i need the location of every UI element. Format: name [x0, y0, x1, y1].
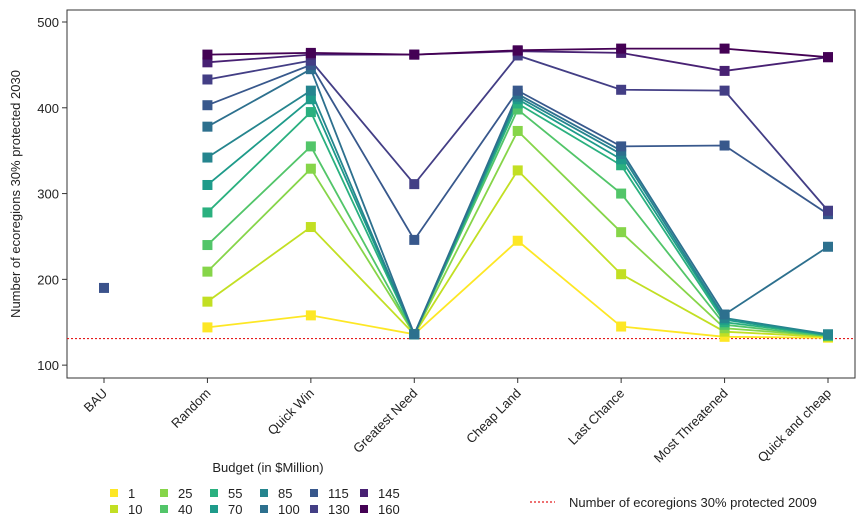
legend-label: 70: [228, 502, 242, 517]
legend-swatch: [260, 505, 268, 513]
y-tick-label: 400: [37, 101, 59, 116]
legend-swatch: [310, 505, 318, 513]
legend-swatch: [260, 489, 268, 497]
point-marker: [823, 205, 833, 216]
legend-swatch: [110, 505, 118, 513]
point-marker: [616, 227, 627, 238]
legend-label: 40: [178, 502, 192, 517]
point-marker: [719, 331, 730, 342]
legend-swatch: [310, 489, 318, 497]
point-marker: [305, 222, 316, 233]
point-marker: [202, 100, 213, 111]
point-marker: [512, 104, 523, 115]
point-marker: [512, 45, 523, 56]
legend-swatch: [160, 489, 168, 497]
y-tick-label: 100: [37, 358, 59, 373]
point-marker: [305, 94, 316, 105]
point-marker: [202, 322, 213, 333]
point-marker: [202, 207, 213, 218]
point-marker: [719, 140, 730, 151]
point-marker: [305, 85, 316, 96]
y-tick-label: 300: [37, 187, 59, 202]
series-line: [206, 102, 829, 337]
legend-ref-label: Number of ecoregions 30% protected 2009: [569, 495, 817, 510]
point-marker: [202, 240, 213, 251]
point-marker: [305, 141, 316, 152]
point-marker: [202, 179, 213, 190]
point-marker: [616, 321, 627, 332]
point-marker: [409, 329, 420, 340]
legend-swatch: [110, 489, 118, 497]
y-tick-label: 500: [37, 15, 59, 30]
legend-swatch: [360, 489, 368, 497]
legend-label: 1: [128, 486, 135, 501]
point-marker: [305, 107, 316, 118]
point-marker: [409, 234, 420, 245]
point-marker: [512, 165, 523, 176]
legend-label: 10: [128, 502, 142, 517]
x-tick-label: Cheap Land: [463, 386, 524, 447]
point-marker: [512, 235, 523, 246]
legend-swatch: [360, 505, 368, 513]
legend-label: 160: [378, 502, 400, 517]
point-marker: [823, 329, 833, 340]
point-marker: [616, 141, 627, 152]
point-marker: [823, 52, 833, 63]
point-marker: [616, 188, 627, 199]
point-marker: [202, 49, 213, 60]
x-tick-label: Greatest Need: [350, 386, 420, 456]
point-marker: [409, 49, 420, 60]
legend-label: 130: [328, 502, 350, 517]
legend-label: 115: [328, 486, 349, 501]
point-marker: [202, 121, 213, 132]
point-marker: [202, 57, 213, 68]
point-marker: [512, 125, 523, 136]
plot-frame: [66, 9, 856, 379]
point-marker: [305, 163, 316, 174]
x-tick-label: BAU: [81, 386, 111, 416]
x-tick-label: Random: [168, 386, 213, 431]
legend-label: 55: [228, 486, 242, 501]
point-marker: [823, 241, 833, 252]
y-axis-label: Number of ecoregions 30% protected 2030: [8, 70, 23, 318]
point-marker: [719, 65, 730, 76]
bau-marker: [99, 282, 109, 293]
legend-label: 85: [278, 486, 292, 501]
legend-swatch: [210, 505, 218, 513]
x-tick-label: Quick and cheap: [755, 386, 835, 466]
point-marker: [512, 85, 523, 96]
point-marker: [202, 152, 213, 163]
point-marker: [305, 47, 316, 58]
legend-label: 25: [178, 486, 192, 501]
legend-label: 145: [378, 486, 400, 501]
point-marker: [616, 43, 627, 54]
x-tick-label: Most Threatened: [651, 386, 731, 466]
point-marker: [305, 310, 316, 321]
y-tick-label: 200: [37, 272, 59, 287]
point-marker: [719, 309, 730, 320]
x-tick-label: Last Chance: [565, 386, 627, 448]
point-marker: [202, 266, 213, 277]
series-line: [206, 108, 829, 337]
point-marker: [409, 179, 420, 190]
legend-swatch: [210, 489, 218, 497]
point-marker: [202, 296, 213, 307]
point-marker: [616, 269, 627, 280]
legend-label: 100: [278, 502, 300, 517]
point-marker: [305, 55, 316, 66]
point-marker: [719, 85, 730, 96]
point-marker: [202, 74, 213, 85]
point-marker: [616, 154, 627, 165]
point-marker: [719, 43, 730, 54]
x-tick-label: Quick Win: [264, 386, 316, 438]
legend-swatch: [160, 505, 168, 513]
point-marker: [616, 84, 627, 95]
series-line: [206, 168, 829, 338]
point-marker: [616, 160, 627, 171]
legend-title: Budget (in $Million): [212, 460, 323, 475]
